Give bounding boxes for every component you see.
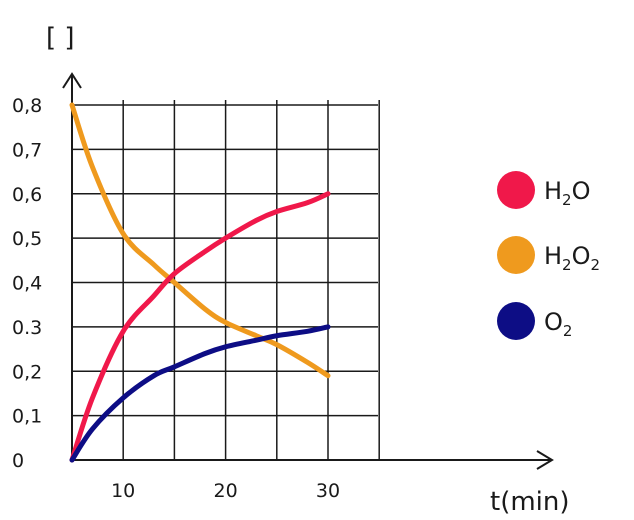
y-axis-label: [ ] xyxy=(46,23,75,53)
series-line-h2o xyxy=(69,191,331,463)
y-tick-label: 0,8 xyxy=(12,95,42,117)
x-axis-arrow-icon xyxy=(536,450,554,470)
y-tick-label: 0,7 xyxy=(12,139,42,161)
series-group xyxy=(69,102,331,463)
axes xyxy=(62,72,554,470)
legend-marker-o2 xyxy=(497,302,535,340)
y-tick-label: 0,1 xyxy=(12,406,42,428)
y-tick-label: 0 xyxy=(12,450,24,472)
x-tick-label: 10 xyxy=(111,480,135,502)
legend: H2O H2O2 O2 xyxy=(497,171,600,340)
x-tick-label: 20 xyxy=(214,480,238,502)
grid xyxy=(71,100,380,460)
legend-label-o2: O2 xyxy=(544,308,572,340)
legend-marker-h2o2 xyxy=(497,236,535,274)
y-tick-label: 0,2 xyxy=(12,361,42,383)
legend-label-h2o2: H2O2 xyxy=(544,242,600,274)
y-tick-label: 0,6 xyxy=(12,184,42,206)
x-axis-label: t(min) xyxy=(490,487,570,517)
y-tick-label: 0,5 xyxy=(12,228,42,250)
x-tick-label: 30 xyxy=(316,480,340,502)
y-axis-arrow-icon xyxy=(62,72,82,89)
legend-marker-h2o xyxy=(497,171,535,209)
legend-label-h2o: H2O xyxy=(544,177,590,209)
y-tick-label: 0,4 xyxy=(12,273,42,295)
y-tick-label: 0.3 xyxy=(12,317,42,339)
tick-labels: 0 0,1 0,2 0.3 0,4 0,5 0,6 0,7 0,8 10 20 30 xyxy=(12,95,340,502)
series-line-h2o2 xyxy=(69,102,331,379)
series-line-o2 xyxy=(69,324,331,463)
